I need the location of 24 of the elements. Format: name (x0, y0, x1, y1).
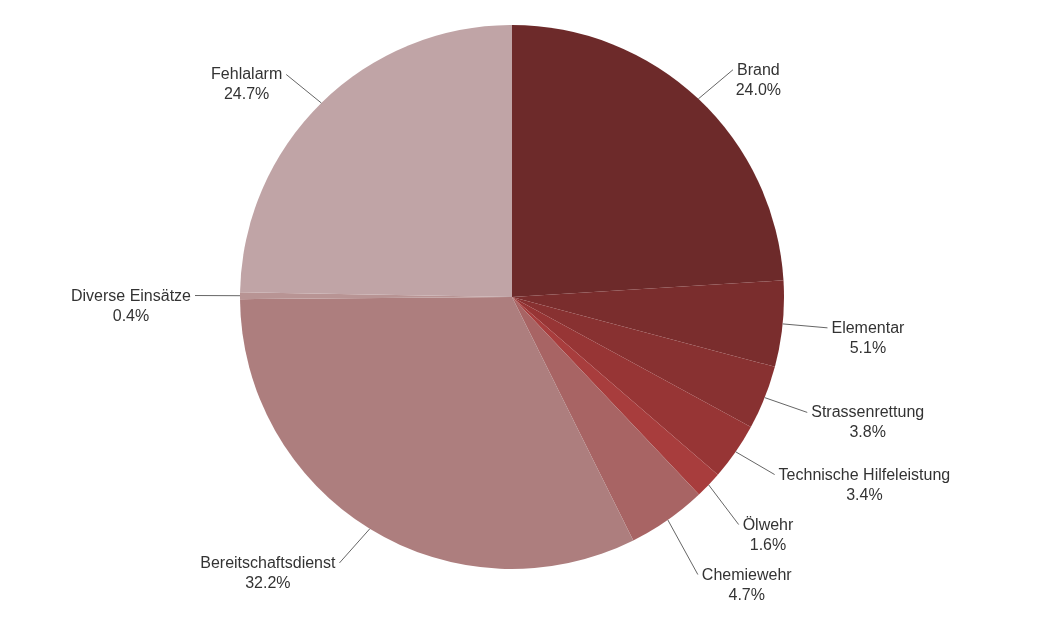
pie-slice (512, 280, 784, 367)
slice-label: Chemiewehr (701, 565, 793, 583)
data-label: 3.4% (846, 485, 883, 503)
data-label: 24.7% (223, 85, 270, 103)
slice-label: Strassenrettung (811, 403, 925, 421)
slice-label: Bereitschaftsdienst (200, 553, 337, 571)
data-label: 5.1% (849, 338, 887, 356)
data-label: 3.8% (849, 423, 886, 441)
data-label: 0.4% (112, 306, 150, 324)
slice-label: Technische Hilfeleistung (778, 465, 951, 483)
pie-slice (512, 297, 775, 428)
slice-label: Ölwehr (742, 515, 795, 533)
slice-label: Diverse Einsätze (70, 286, 192, 304)
slice-label: Elementar (831, 318, 906, 336)
data-label: 1.6% (749, 535, 787, 553)
pie-slice (512, 297, 718, 495)
slice-label: Fehlalarm (211, 65, 283, 83)
data-label: 24.0% (735, 80, 782, 98)
pie-slice (512, 297, 751, 475)
pie-slice (512, 297, 699, 541)
slice-label: Brand (736, 60, 780, 78)
data-label: 32.2% (245, 573, 291, 591)
data-label: 4.7% (728, 585, 765, 603)
pie-slice (512, 25, 784, 297)
